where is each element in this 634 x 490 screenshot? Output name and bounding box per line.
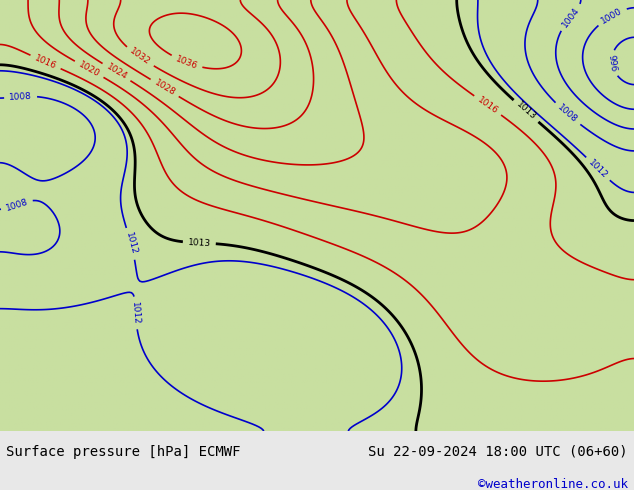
- Text: 1004: 1004: [560, 5, 581, 29]
- Text: 1024: 1024: [105, 62, 129, 82]
- Text: 1012: 1012: [586, 158, 609, 180]
- Text: 1008: 1008: [9, 92, 32, 102]
- Text: 1012: 1012: [130, 301, 141, 325]
- Text: 1016: 1016: [476, 95, 500, 116]
- Text: 1012: 1012: [124, 231, 138, 256]
- Text: 1032: 1032: [128, 47, 152, 67]
- Text: 1028: 1028: [153, 78, 177, 98]
- Text: ©weatheronline.co.uk: ©weatheronline.co.uk: [477, 478, 628, 490]
- Text: 1008: 1008: [4, 197, 29, 213]
- Text: 1036: 1036: [174, 54, 199, 71]
- Text: 1008: 1008: [556, 103, 579, 125]
- Text: 1013: 1013: [188, 238, 211, 248]
- Text: 1016: 1016: [33, 53, 58, 71]
- Text: 996: 996: [607, 54, 618, 73]
- Text: 1000: 1000: [600, 6, 624, 25]
- Text: 1013: 1013: [514, 100, 538, 122]
- Text: Su 22-09-2024 18:00 UTC (06+60): Su 22-09-2024 18:00 UTC (06+60): [368, 445, 628, 459]
- Text: Surface pressure [hPa] ECMWF: Surface pressure [hPa] ECMWF: [6, 445, 241, 459]
- Text: 1020: 1020: [77, 60, 101, 79]
